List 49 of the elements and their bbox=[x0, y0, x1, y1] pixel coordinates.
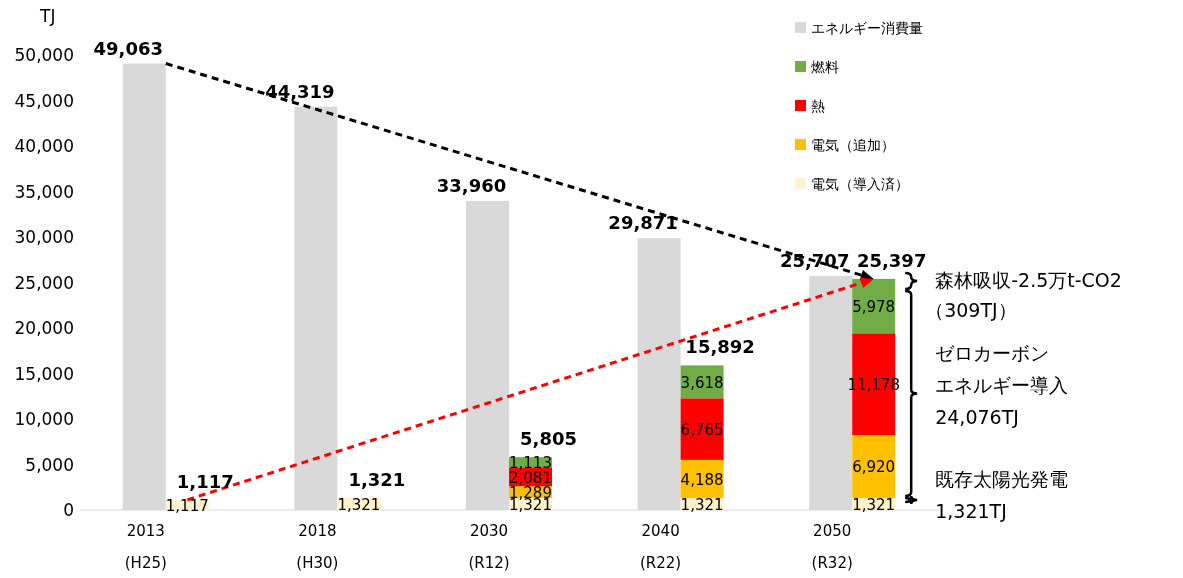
data-label: 29,871 bbox=[608, 212, 678, 234]
y-tick-label: 0 bbox=[63, 500, 74, 520]
total-label: 15,892 bbox=[685, 336, 755, 358]
data-label: 1,321 bbox=[852, 495, 896, 514]
x-tick-label: 2050 (R32) bbox=[811, 522, 853, 572]
legend-label: 電気（導入済） bbox=[811, 176, 909, 192]
data-label: 5,978 bbox=[852, 298, 896, 317]
y-tick-label: 35,000 bbox=[14, 181, 74, 202]
data-label: 4,188 bbox=[680, 470, 724, 489]
x-tick-label: 2013 (H25) bbox=[124, 522, 167, 572]
total-label: 5,805 bbox=[520, 428, 577, 450]
data-label: 1,321 bbox=[680, 495, 724, 514]
annotation: （309TJ） bbox=[925, 298, 1017, 321]
annotation: ゼロカーボン bbox=[935, 342, 1050, 365]
legend-label: 電気（追加） bbox=[811, 137, 895, 153]
total-label: 1,321 bbox=[348, 468, 406, 490]
y-tick-label: 40,000 bbox=[14, 136, 74, 156]
annotation: 1,321TJ bbox=[935, 499, 1007, 522]
x-tick-label: 2040 (R22) bbox=[639, 522, 682, 572]
legend-label: 熱 bbox=[811, 98, 825, 114]
bar bbox=[680, 398, 724, 460]
data-label: 1,321 bbox=[337, 495, 381, 514]
bar bbox=[852, 435, 896, 498]
y-tick-label: 50,000 bbox=[14, 45, 74, 65]
data-label: 6,765 bbox=[680, 421, 724, 440]
total-label: 1,117 bbox=[176, 470, 234, 492]
y-tick-label: 15,000 bbox=[14, 363, 74, 384]
y-tick-label: 45,000 bbox=[14, 90, 74, 111]
y-axis-title: TJ bbox=[39, 6, 56, 26]
data-label: 6,920 bbox=[852, 458, 896, 477]
y-tick-label: 10,000 bbox=[14, 409, 74, 429]
x-tick-label: 2030 (R12) bbox=[468, 522, 510, 572]
data-label: 44,319 bbox=[265, 80, 335, 102]
data-label: 49,063 bbox=[93, 37, 164, 59]
data-label: 1,117 bbox=[165, 496, 209, 515]
annotation: 既存太陽光発電 bbox=[935, 467, 1069, 490]
total-label: 25,397 bbox=[856, 249, 927, 271]
annotation: 森林吸収-2.5万t-CO2 bbox=[935, 268, 1122, 291]
annotation: 24,076TJ bbox=[935, 406, 1019, 429]
y-tick-label: 30,000 bbox=[14, 227, 74, 247]
y-tick-label: 20,000 bbox=[14, 318, 74, 338]
data-label: 33,960 bbox=[436, 174, 507, 196]
y-tick-label: 25,000 bbox=[14, 272, 74, 293]
y-tick-label: 5,000 bbox=[25, 454, 74, 475]
annotation: エネルギー導入 bbox=[935, 374, 1069, 397]
data-label: 3,618 bbox=[680, 373, 724, 392]
legend-label: エネルギー消費量 bbox=[811, 20, 923, 36]
x-tick-label: 2018 (H30) bbox=[296, 522, 339, 572]
legend-label: 燃料 bbox=[811, 59, 839, 75]
